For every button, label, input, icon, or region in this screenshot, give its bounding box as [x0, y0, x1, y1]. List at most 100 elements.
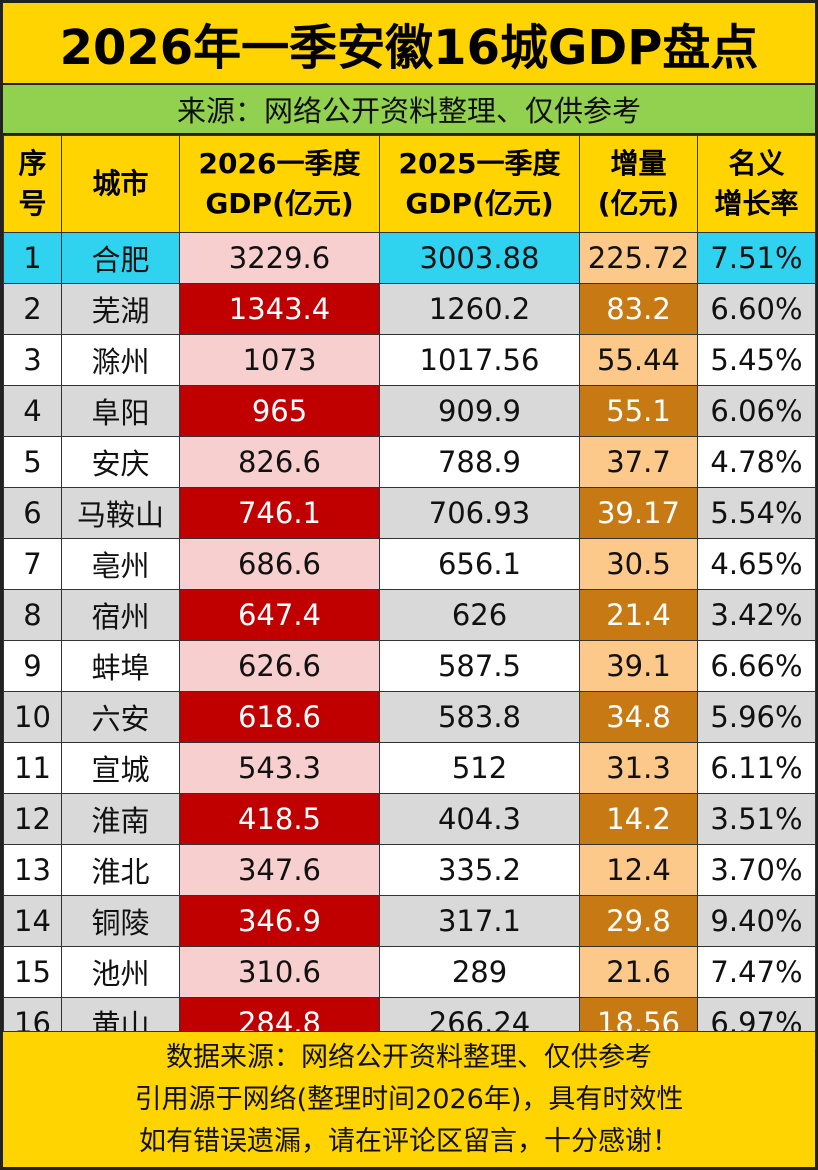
cell-increase: 34.8 [579, 691, 698, 743]
table-body: 1 合肥 3229.6 3003.88 225.72 7.51% 2 芜湖 1343.4 1260… [3, 232, 816, 1049]
header-increase-line1: 增量 [610, 147, 667, 180]
cell-gdp2026: 418.5 [179, 793, 380, 845]
cell-growth: 7.51% [697, 232, 816, 284]
cell-rank: 13 [3, 844, 62, 896]
header-gdp2025-line1: 2025一季度 [398, 147, 561, 180]
table-row: 13 淮北 347.6 335.2 12.4 3.70% [3, 844, 816, 896]
cell-gdp2025: 1260.2 [379, 283, 580, 335]
cell-growth: 3.51% [697, 793, 816, 845]
header-gdp2026-line2: GDP(亿元) [205, 187, 354, 220]
cell-growth: 5.45% [697, 334, 816, 386]
cell-gdp2025: 335.2 [379, 844, 580, 896]
table-row: 8 宿州 647.4 626 21.4 3.42% [3, 589, 816, 641]
cell-growth: 6.06% [697, 385, 816, 437]
cell-increase: 39.1 [579, 640, 698, 692]
cell-increase: 83.2 [579, 283, 698, 335]
header-rank: 序 号 [3, 135, 62, 233]
cell-city: 蚌埠 [61, 640, 180, 692]
cell-gdp2025: 1017.56 [379, 334, 580, 386]
cell-increase: 30.5 [579, 538, 698, 590]
cell-gdp2026: 686.6 [179, 538, 380, 590]
cell-increase: 37.7 [579, 436, 698, 488]
cell-gdp2026: 3229.6 [179, 232, 380, 284]
cell-city: 马鞍山 [61, 487, 180, 539]
cell-growth: 4.78% [697, 436, 816, 488]
cell-increase: 55.44 [579, 334, 698, 386]
cell-growth: 6.60% [697, 283, 816, 335]
cell-rank: 8 [3, 589, 62, 641]
cell-gdp2026: 347.6 [179, 844, 380, 896]
cell-gdp2025: 909.9 [379, 385, 580, 437]
cell-gdp2025: 583.8 [379, 691, 580, 743]
footer-line-2: 引用源于网络(整理时间2026年)，具有时效性 [134, 1083, 684, 1115]
cell-gdp2025: 317.1 [379, 895, 580, 947]
table-row: 5 安庆 826.6 788.9 37.7 4.78% [3, 436, 816, 488]
cell-rank: 12 [3, 793, 62, 845]
table-row: 6 马鞍山 746.1 706.93 39.17 5.54% [3, 487, 816, 539]
cell-increase: 31.3 [579, 742, 698, 794]
cell-city: 合肥 [61, 232, 180, 284]
footer-line-3: 如有错误遗漏，请在评论区留言，十分感谢！ [139, 1125, 679, 1157]
cell-gdp2025: 788.9 [379, 436, 580, 488]
cell-rank: 1 [3, 232, 62, 284]
header-increase-line2: (亿元) [597, 187, 680, 220]
cell-city: 淮北 [61, 844, 180, 896]
cell-growth: 7.47% [697, 946, 816, 998]
cell-city: 阜阳 [61, 385, 180, 437]
cell-gdp2026: 346.9 [179, 895, 380, 947]
table-row: 2 芜湖 1343.4 1260.2 83.2 6.60% [3, 283, 816, 335]
header-growth-line1: 名义 [728, 147, 785, 180]
cell-gdp2026: 965 [179, 385, 380, 437]
cell-growth: 6.66% [697, 640, 816, 692]
cell-gdp2026: 746.1 [179, 487, 380, 539]
table-row: 3 滁州 1073 1017.56 55.44 5.45% [3, 334, 816, 386]
cell-increase: 55.1 [579, 385, 698, 437]
table-row: 4 阜阳 965 909.9 55.1 6.06% [3, 385, 816, 437]
header-city: 城市 [61, 135, 180, 233]
table-row: 12 淮南 418.5 404.3 14.2 3.51% [3, 793, 816, 845]
cell-growth: 9.40% [697, 895, 816, 947]
cell-rank: 6 [3, 487, 62, 539]
page-title: 2026年一季安徽16城GDP盘点 [3, 3, 815, 85]
table-row: 9 蚌埠 626.6 587.5 39.1 6.66% [3, 640, 816, 692]
cell-rank: 11 [3, 742, 62, 794]
cell-city: 滁州 [61, 334, 180, 386]
header-gdp2025-line2: GDP(亿元) [405, 187, 554, 220]
header-rank-line1: 序 [18, 147, 47, 180]
cell-gdp2026: 618.6 [179, 691, 380, 743]
cell-rank: 2 [3, 283, 62, 335]
cell-gdp2025: 404.3 [379, 793, 580, 845]
footer-notes: 数据来源：网络公开资料整理、仅供参考 引用源于网络(整理时间2026年)，具有时… [3, 1031, 815, 1167]
header-gdp2026: 2026一季度 GDP(亿元) [179, 135, 380, 233]
cell-gdp2025: 512 [379, 742, 580, 794]
table-row: 11 宣城 543.3 512 31.3 6.11% [3, 742, 816, 794]
cell-city: 池州 [61, 946, 180, 998]
cell-rank: 4 [3, 385, 62, 437]
table-row: 15 池州 310.6 289 21.6 7.47% [3, 946, 816, 998]
cell-increase: 21.6 [579, 946, 698, 998]
cell-increase: 14.2 [579, 793, 698, 845]
cell-gdp2026: 543.3 [179, 742, 380, 794]
cell-increase: 12.4 [579, 844, 698, 896]
cell-rank: 15 [3, 946, 62, 998]
cell-gdp2026: 1073 [179, 334, 380, 386]
table-row: 10 六安 618.6 583.8 34.8 5.96% [3, 691, 816, 743]
cell-gdp2025: 626 [379, 589, 580, 641]
header-gdp2025: 2025一季度 GDP(亿元) [379, 135, 580, 233]
cell-rank: 14 [3, 895, 62, 947]
table-row: 14 铜陵 346.9 317.1 29.8 9.40% [3, 895, 816, 947]
cell-gdp2025: 587.5 [379, 640, 580, 692]
cell-gdp2026: 826.6 [179, 436, 380, 488]
cell-city: 芜湖 [61, 283, 180, 335]
cell-rank: 10 [3, 691, 62, 743]
cell-rank: 7 [3, 538, 62, 590]
cell-gdp2025: 706.93 [379, 487, 580, 539]
header-growth-line2: 增长率 [714, 187, 799, 220]
header-increase: 增量 (亿元) [579, 135, 698, 233]
cell-gdp2026: 626.6 [179, 640, 380, 692]
cell-gdp2026: 647.4 [179, 589, 380, 641]
cell-growth: 6.11% [697, 742, 816, 794]
cell-city: 淮南 [61, 793, 180, 845]
table-row: 1 合肥 3229.6 3003.88 225.72 7.51% [3, 232, 816, 284]
